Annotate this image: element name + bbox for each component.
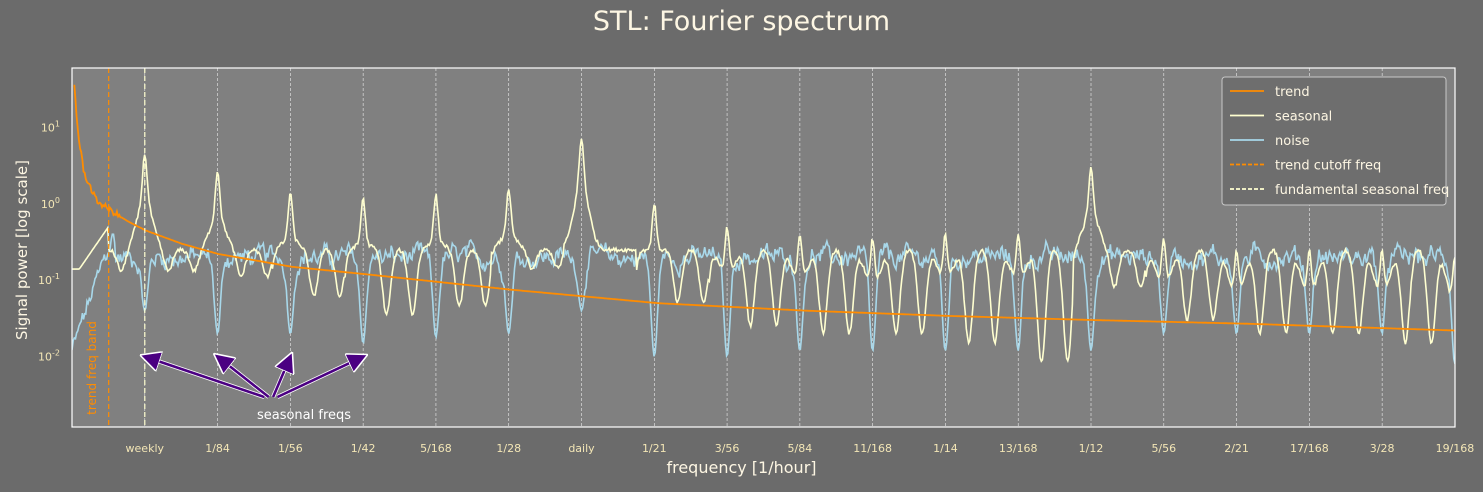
- legend: trend seasonal noise trend cutoff freq funda…: [1221, 76, 1449, 206]
- x-tick-label: 1/12: [1079, 442, 1104, 455]
- series-trend: [73, 84, 1455, 332]
- plot-border: [71, 67, 1456, 428]
- x-tick-label: 11/168: [853, 442, 892, 455]
- seasonal-freqs-annotation: seasonal freqs: [257, 408, 351, 423]
- series-noise: [72, 233, 1455, 365]
- legend-label: noise: [1275, 134, 1310, 149]
- legend-box: [1221, 76, 1447, 206]
- x-tick-label: 1/28: [496, 442, 521, 455]
- x-tick-label: 1/14: [933, 442, 958, 455]
- annotation-arrow: [218, 357, 270, 399]
- trend-band-annotation: trend freq band: [85, 321, 99, 415]
- series-seasonal: [72, 138, 1455, 363]
- legend-label: trend: [1275, 85, 1310, 100]
- y-tick-label: 10-2: [38, 349, 60, 364]
- x-tick-label: 5/168: [420, 442, 452, 455]
- x-tick-label: 1/42: [351, 442, 376, 455]
- x-tick-label: weekly: [126, 442, 165, 455]
- x-axis-label: frequency [1/hour]: [666, 458, 817, 477]
- x-ticks: weekly 1/84 1/56 1/42 5/168 1/28 daily 1/21 3/56…: [126, 442, 1475, 455]
- legend-label: fundamental seasonal freq: [1275, 183, 1449, 198]
- x-tick-label: 13/168: [999, 442, 1038, 455]
- x-tick-label: daily: [568, 442, 595, 455]
- x-tick-label: 1/21: [642, 442, 667, 455]
- annotation-arrow: [276, 357, 363, 399]
- annotation-arrow: [145, 357, 265, 399]
- x-tick-label: 1/84: [205, 442, 230, 455]
- legend-label: trend cutoff freq: [1275, 159, 1381, 174]
- x-tick-label: 3/56: [715, 442, 740, 455]
- x-tick-label: 19/168: [1436, 442, 1475, 455]
- x-tick-label: 1/56: [278, 442, 303, 455]
- x-tick-label: 3/28: [1370, 442, 1395, 455]
- annotations: trend freq band seasonal freqs: [85, 321, 363, 423]
- y-ticks: 10-2 10-1 100 101: [38, 119, 60, 363]
- y-tick-label: 100: [41, 196, 60, 211]
- chart-title: STL: Fourier spectrum: [592, 6, 891, 37]
- x-tick-label: 17/168: [1290, 442, 1329, 455]
- x-tick-label: 5/56: [1151, 442, 1176, 455]
- y-tick-label: 101: [41, 119, 60, 134]
- annotation-arrow: [271, 357, 290, 398]
- legend-label: seasonal: [1275, 110, 1332, 125]
- y-tick-label: 10-1: [38, 272, 60, 287]
- x-tick-label: 5/84: [788, 442, 813, 455]
- x-tick-label: 2/21: [1224, 442, 1249, 455]
